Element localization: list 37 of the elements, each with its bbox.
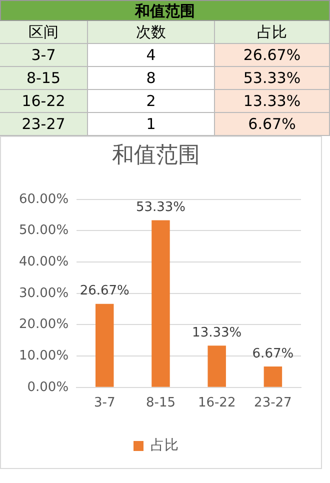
data-label: 26.67%	[80, 284, 130, 299]
bar	[152, 220, 170, 387]
x-tick-label: 8-15	[146, 396, 176, 411]
data-label: 6.67%	[252, 346, 294, 362]
x-tick-label: 23-27	[254, 396, 292, 411]
x-tick-label: 3-7	[94, 396, 116, 411]
text: 23-27	[0, 113, 88, 136]
y-tick-label: 50.00%	[18, 223, 69, 238]
text: 8	[88, 67, 215, 90]
data-label: 53.33%	[136, 200, 186, 216]
y-tick-label: 30.00%	[18, 286, 69, 301]
bar	[96, 304, 114, 387]
y-tick-label: 10.00%	[18, 348, 69, 364]
y-tick-label: 20.00%	[18, 317, 69, 332]
text: 次数	[88, 21, 215, 44]
text: 16-22	[0, 90, 88, 113]
y-tick-label: 60.00%	[18, 192, 69, 207]
text: 8-15	[0, 67, 88, 90]
data-label: 13.33%	[192, 326, 242, 341]
text: 6.67%	[215, 113, 330, 136]
text: 2	[88, 90, 215, 113]
text: 区间	[0, 21, 88, 44]
y-tick-label: 0.00%	[27, 380, 69, 395]
text: 占比	[215, 21, 330, 44]
text: 4	[88, 44, 215, 67]
chart-title: 和值范围	[112, 142, 200, 168]
text: 3-7	[0, 44, 88, 67]
text: 13.33%	[215, 90, 330, 113]
text: 53.33%	[215, 67, 330, 90]
bar	[264, 366, 282, 387]
text: 1	[88, 113, 215, 136]
text: 26.67%	[215, 44, 330, 67]
bar	[208, 346, 226, 387]
text: 和值范围	[0, 0, 330, 21]
x-tick-label: 16-22	[198, 396, 236, 411]
legend-label: 占比	[150, 438, 178, 454]
y-tick-label: 40.00%	[18, 254, 69, 270]
